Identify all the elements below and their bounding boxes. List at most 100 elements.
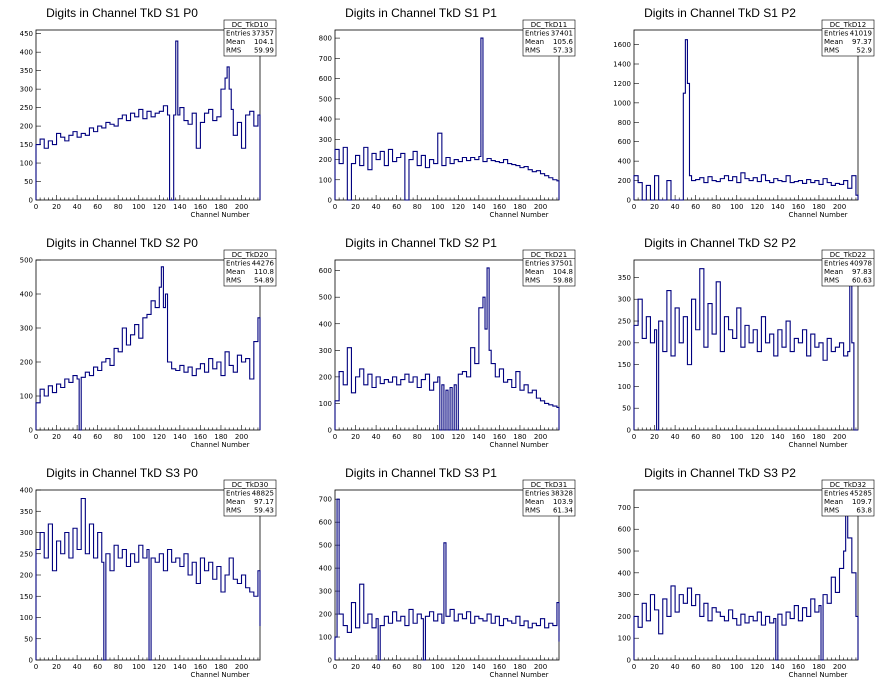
- y-tick-label: 600: [319, 267, 332, 275]
- x-axis-label: Channel Number: [489, 671, 548, 679]
- stats-value: 105.6: [553, 38, 574, 46]
- y-tick-label: 500: [319, 542, 332, 550]
- x-tick-label: 100: [431, 663, 444, 671]
- x-axis-label: Channel Number: [190, 211, 249, 219]
- stats-label: Entries: [525, 490, 550, 498]
- stats-label: Mean: [525, 38, 544, 46]
- y-tick-label: 350: [618, 274, 631, 282]
- histogram-series-line: [633, 39, 859, 201]
- stats-value: 63.8: [856, 507, 872, 515]
- stats-label: Mean: [226, 498, 245, 506]
- stats-value: 110.8: [254, 268, 274, 276]
- stats-value: 103.9: [553, 498, 573, 506]
- y-tick-label: 0: [328, 657, 332, 665]
- histogram-series-line: [334, 498, 560, 661]
- y-tick-label: 300: [319, 588, 332, 596]
- stats-value: 38328: [551, 490, 573, 498]
- x-tick-label: 180: [513, 663, 526, 671]
- stats-value: 109.7: [852, 498, 872, 506]
- x-axis-label: Channel Number: [190, 671, 249, 679]
- histogram-svg: Digits in Channel TkD S3 P2 0 20 40 60 80 100 1…: [618, 466, 875, 679]
- stats-label: RMS: [525, 277, 541, 285]
- x-tick-label: 0: [632, 203, 636, 211]
- stats-label: RMS: [226, 47, 242, 55]
- x-tick-label: 100: [730, 663, 743, 671]
- y-tick-label: 0: [627, 427, 631, 435]
- x-tick-label: 160: [493, 433, 506, 441]
- y-tick-label: 450: [20, 30, 33, 38]
- histogram-svg: Digits in Channel TkD S3 P1 0 20 40 60 80 100 1…: [319, 466, 576, 679]
- x-axis-label: Channel Number: [489, 211, 548, 219]
- x-tick-label: 140: [173, 433, 186, 441]
- stats-label: RMS: [824, 47, 840, 55]
- stats-box: [821, 249, 875, 287]
- x-tick-label: 180: [812, 663, 825, 671]
- y-tick-label: 250: [20, 104, 33, 112]
- y-tick-label: 200: [618, 177, 631, 185]
- y-tick-label: 200: [20, 572, 33, 580]
- y-tick-label: 100: [20, 614, 33, 622]
- histogram-panel: Digits in Channel TkD S3 P0 0 20 40 60 80 100 1…: [0, 460, 298, 690]
- chart-title: Digits in Channel TkD S1 P1: [345, 6, 497, 20]
- x-tick-label: 0: [34, 433, 38, 441]
- y-tick-label: 700: [319, 55, 332, 63]
- x-tick-label: 180: [214, 203, 227, 211]
- chart-title: Digits in Channel TkD S2 P0: [46, 236, 198, 250]
- chart-title: Digits in Channel TkD S3 P1: [345, 466, 497, 480]
- stats-box: [522, 479, 576, 517]
- stats-value: 41019: [850, 30, 872, 38]
- y-tick-label: 1000: [613, 99, 631, 107]
- stats-box: [223, 249, 277, 287]
- stats-value: 97.83: [852, 268, 872, 276]
- histogram-series-line: [35, 40, 261, 201]
- stats-label: Entries: [226, 260, 251, 268]
- x-tick-label: 140: [771, 433, 784, 441]
- stats-value: 52.9: [856, 47, 872, 55]
- y-tick-label: 300: [618, 591, 631, 599]
- y-tick-label: 700: [618, 504, 631, 512]
- x-tick-label: 0: [333, 433, 337, 441]
- x-tick-label: 60: [392, 433, 401, 441]
- x-tick-label: 180: [513, 433, 526, 441]
- y-tick-label: 300: [319, 347, 332, 355]
- stats-value: 60.63: [852, 277, 872, 285]
- x-tick-label: 20: [650, 663, 659, 671]
- x-tick-label: 0: [632, 663, 636, 671]
- y-tick-label: 500: [20, 257, 33, 265]
- x-tick-label: 200: [833, 433, 846, 441]
- stats-label: Entries: [525, 30, 550, 38]
- stats-value: 37357: [252, 30, 274, 38]
- y-tick-label: 0: [328, 427, 332, 435]
- stats-box: [223, 19, 277, 57]
- histogram-panel: Digits in Channel TkD S1 P2 0 20 40 60 80 100 1…: [598, 0, 896, 230]
- x-tick-label: 100: [132, 203, 145, 211]
- y-tick-label: 400: [618, 569, 631, 577]
- histogram-panel: Digits in Channel TkD S1 P1 0 20 40 60 80 100 1…: [299, 0, 597, 230]
- x-tick-label: 60: [392, 203, 401, 211]
- y-tick-label: 100: [319, 400, 332, 408]
- stats-label: Mean: [525, 268, 544, 276]
- y-tick-label: 200: [319, 373, 332, 381]
- stats-box: [522, 249, 576, 287]
- x-tick-label: 180: [214, 663, 227, 671]
- x-tick-label: 120: [153, 203, 166, 211]
- stats-label: Mean: [226, 268, 245, 276]
- stats-value: 37401: [551, 30, 573, 38]
- y-tick-label: 150: [20, 141, 33, 149]
- chart-title: Digits in Channel TkD S1 P0: [46, 6, 198, 20]
- x-tick-label: 120: [153, 433, 166, 441]
- x-tick-label: 80: [413, 663, 422, 671]
- histogram-svg: Digits in Channel TkD S1 P1 0 20 40 60 80 100 1…: [319, 6, 576, 219]
- x-tick-label: 140: [173, 663, 186, 671]
- stats-name: DC_TkD31: [531, 481, 567, 489]
- stats-label: Mean: [824, 38, 843, 46]
- x-tick-label: 160: [792, 203, 805, 211]
- stats-label: Mean: [226, 38, 245, 46]
- x-tick-label: 200: [534, 663, 547, 671]
- plot-frame: [334, 489, 560, 661]
- y-tick-label: 100: [319, 634, 332, 642]
- stats-box: [821, 479, 875, 517]
- y-tick-label: 300: [20, 86, 33, 94]
- x-tick-label: 80: [413, 433, 422, 441]
- stats-value: 48825: [252, 490, 274, 498]
